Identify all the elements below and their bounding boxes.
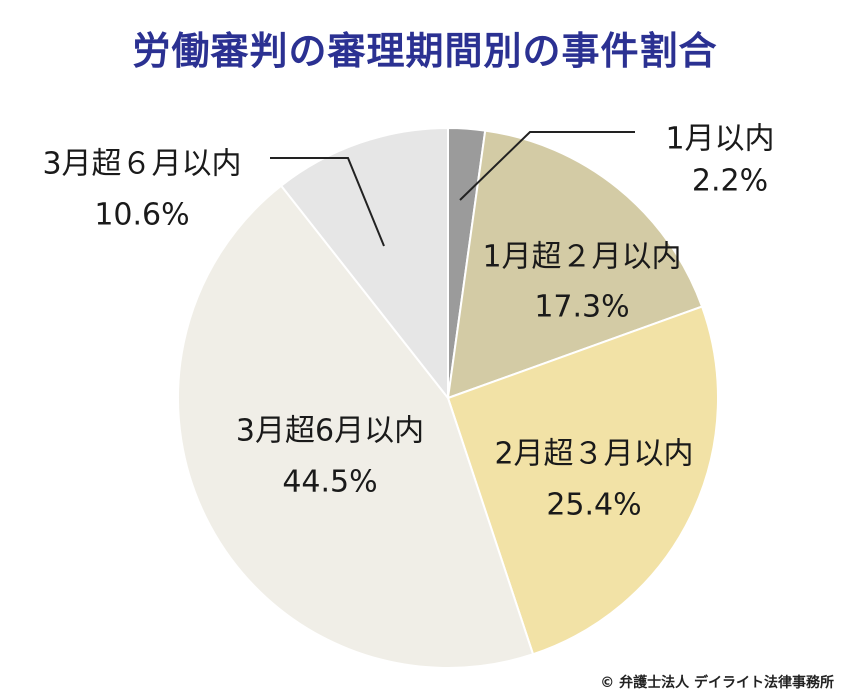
slice-labels: 1月以内 2.2% 1月超２月以内 17.3% 2月超３月以内 25.4% 3月超6月以内 4… — [42, 122, 774, 523]
chart-title: 労働審判の審理期間別の事件割合 — [132, 29, 718, 73]
slice-category-label-3: 2月超３月以内 — [494, 437, 693, 472]
slice-value-label-5: 10.6% — [94, 198, 189, 233]
slice-category-label-2: 1月超２月以内 — [482, 240, 681, 275]
leader-line-1 — [459, 131, 635, 201]
slice-value-label-1: 2.2% — [692, 164, 768, 199]
pie-slice-5 — [279, 126, 449, 401]
pie-slices — [177, 126, 719, 669]
slice-value-label-4: 44.5% — [282, 465, 377, 500]
leader-line-5 — [270, 157, 385, 247]
pie-slice-4 — [177, 184, 535, 669]
slice-category-label-4: 3月超6月以内 — [236, 414, 424, 449]
copyright-credit: © 弁護士法人 デイライト法律事務所 — [600, 675, 834, 691]
pie-slice-3 — [446, 305, 719, 656]
pie-slice-2 — [446, 129, 704, 400]
slice-value-label-2: 17.3% — [534, 290, 629, 325]
slice-value-label-3: 25.4% — [546, 488, 641, 523]
slice-category-label-5: 3月超６月以内 — [42, 147, 241, 182]
leader-lines — [270, 131, 635, 247]
slice-category-label-1: 1月以内 — [665, 122, 774, 157]
